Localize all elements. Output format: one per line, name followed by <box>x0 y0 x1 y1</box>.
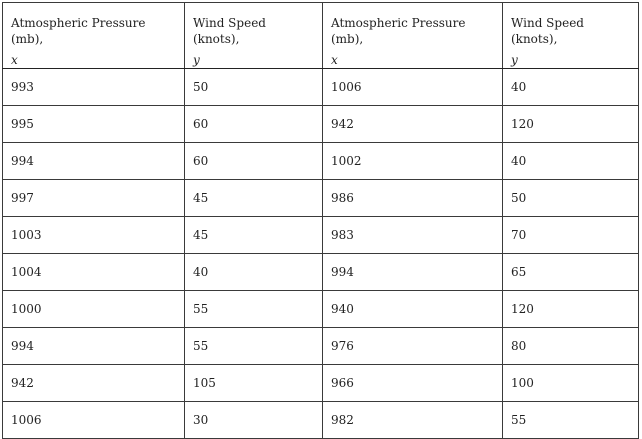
table-cell: 45 <box>184 179 323 217</box>
table-cell: 993 <box>2 68 185 106</box>
table-cell: 982 <box>322 401 503 439</box>
table-cell: 1003 <box>2 216 185 254</box>
table-cell: 1006 <box>322 68 503 106</box>
table-row: 993 50 1006 40 <box>2 68 639 106</box>
table-row: 1003 45 983 70 <box>2 216 639 254</box>
table-cell: 105 <box>184 364 323 402</box>
table-cell: 1000 <box>2 290 185 328</box>
header-label: Atmospheric Pressure (mb), <box>331 16 466 46</box>
header-label: Atmospheric Pressure (mb), <box>11 16 146 46</box>
table-row: 997 45 986 50 <box>2 179 639 217</box>
table-cell: 30 <box>184 401 323 439</box>
table-cell: 50 <box>502 179 639 217</box>
table-cell: 100 <box>502 364 639 402</box>
table-cell: 55 <box>502 401 639 439</box>
table-row: 994 60 1002 40 <box>2 142 639 180</box>
header-label: Wind Speed (knots), <box>511 16 584 46</box>
table-cell: 40 <box>502 68 639 106</box>
table-cell: 976 <box>322 327 503 365</box>
header-wind-1: Wind Speed (knots), y <box>184 2 323 69</box>
header-variable: y <box>511 53 518 67</box>
table-cell: 60 <box>184 105 323 143</box>
table-cell: 994 <box>322 253 503 291</box>
header-pressure-1: Atmospheric Pressure (mb), x <box>2 2 185 69</box>
table-cell: 994 <box>2 327 185 365</box>
table-cell: 940 <box>322 290 503 328</box>
table-cell: 120 <box>502 290 639 328</box>
table-cell: 942 <box>322 105 503 143</box>
table-cell: 120 <box>502 105 639 143</box>
table-cell: 995 <box>2 105 185 143</box>
table-cell: 966 <box>322 364 503 402</box>
table-row: 942 105 966 100 <box>2 364 639 402</box>
table-cell: 986 <box>322 179 503 217</box>
table-cell: 45 <box>184 216 323 254</box>
table-cell: 60 <box>184 142 323 180</box>
table-cell: 55 <box>184 290 323 328</box>
table-cell: 997 <box>2 179 185 217</box>
table-row: 1000 55 940 120 <box>2 290 639 328</box>
table-cell: 70 <box>502 216 639 254</box>
header-wind-2: Wind Speed (knots), y <box>502 2 639 69</box>
table-cell: 942 <box>2 364 185 402</box>
table-cell: 1002 <box>322 142 503 180</box>
table-row: 995 60 942 120 <box>2 105 639 143</box>
table-cell: 40 <box>502 142 639 180</box>
header-variable: y <box>193 53 200 67</box>
header-variable: x <box>11 53 18 67</box>
table-row: 1006 30 982 55 <box>2 401 639 439</box>
header-pressure-2: Atmospheric Pressure (mb), x <box>322 2 503 69</box>
table-cell: 65 <box>502 253 639 291</box>
table-cell: 55 <box>184 327 323 365</box>
table-cell: 50 <box>184 68 323 106</box>
table-row: 994 55 976 80 <box>2 327 639 365</box>
table-row: 1004 40 994 65 <box>2 253 639 291</box>
table-cell: 994 <box>2 142 185 180</box>
table-cell: 40 <box>184 253 323 291</box>
header-label: Wind Speed (knots), <box>193 16 266 46</box>
table-cell: 1004 <box>2 253 185 291</box>
table-cell: 1006 <box>2 401 185 439</box>
header-row: Atmospheric Pressure (mb), x Wind Speed … <box>2 2 639 69</box>
table-cell: 983 <box>322 216 503 254</box>
table-cell: 80 <box>502 327 639 365</box>
header-variable: x <box>331 53 338 67</box>
